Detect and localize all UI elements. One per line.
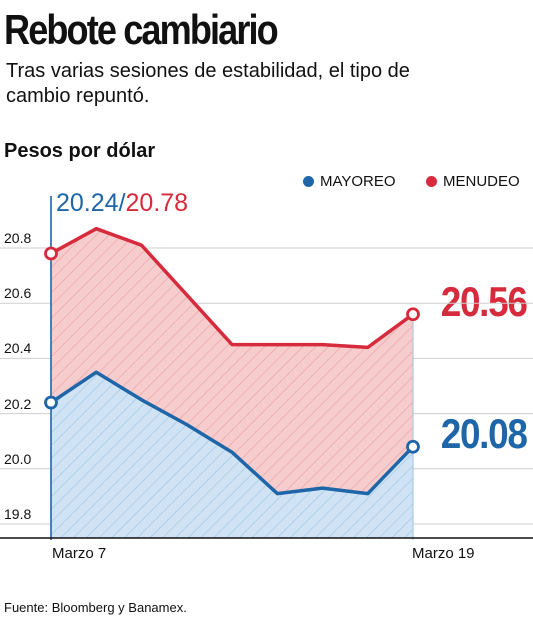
y-tick-label: 20.2: [4, 395, 32, 412]
y-tick-label: 20.6: [4, 285, 32, 302]
menudeo-area: [51, 228, 413, 494]
end-value-mayoreo: 20.08: [441, 410, 528, 457]
source-note: Fuente: Bloomberg y Banamex.: [4, 600, 187, 615]
mayoreo-area: [51, 372, 413, 538]
y-axis-unit-label: Pesos por dólar: [4, 140, 156, 162]
menudeo-line: [50, 226, 415, 350]
y-tick-label: 20.0: [4, 450, 32, 467]
mayoreo-legend-dot: [303, 176, 314, 187]
menudeo-legend-dot: [426, 176, 437, 187]
chart-subtitle: Tras varias sesiones de estabilidad, el …: [6, 60, 410, 107]
end-value-menudeo: 20.56: [441, 278, 528, 325]
legend-label-mayoreo: MAYOREO: [320, 173, 396, 190]
legend-label-menudeo: MENUDEO: [443, 173, 520, 190]
legend-item-menudeo: MENUDEO: [426, 173, 520, 190]
start-values-label: 20.24/20.78: [56, 188, 188, 218]
legend-item-mayoreo: MAYOREO: [303, 173, 396, 190]
start-value-mayoreo: 20.24: [56, 189, 119, 217]
mayoreo-end-point: [406, 439, 420, 454]
y-tick-label: 20.4: [4, 340, 32, 357]
menudeo-start-point: [44, 246, 58, 261]
mayoreo-line: [50, 370, 415, 496]
y-tick-label: 20.8: [4, 230, 32, 246]
x-label-end: Marzo 19: [412, 545, 475, 562]
y-tick-label: 19.8: [4, 506, 32, 522]
x-label-start: Marzo 7: [52, 545, 107, 562]
start-value-menudeo: 20.78: [125, 189, 189, 217]
menudeo-end-point: [406, 307, 420, 322]
start-value-separator: /: [118, 189, 126, 217]
chart-title: Rebote cambiario: [4, 6, 279, 53]
mayoreo-start-point: [44, 395, 58, 410]
